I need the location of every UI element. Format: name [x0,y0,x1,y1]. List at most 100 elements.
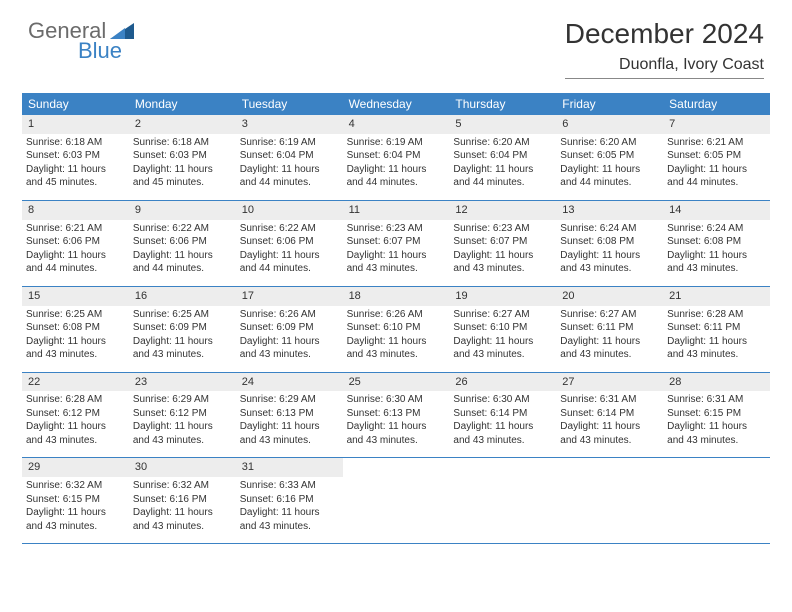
calendar-weeks: 1Sunrise: 6:18 AMSunset: 6:03 PMDaylight… [22,115,770,544]
sunset-text: Sunset: 6:14 PM [560,407,659,421]
sunrise-text: Sunrise: 6:31 AM [667,393,766,407]
daylight-text-1: Daylight: 11 hours [667,420,766,434]
day-header-friday: Friday [556,93,663,115]
day-number: 16 [129,287,236,306]
daylight-text-1: Daylight: 11 hours [453,249,552,263]
daylight-text-2: and 43 minutes. [667,434,766,448]
day-number: 4 [343,115,450,134]
daylight-text-2: and 43 minutes. [453,348,552,362]
daylight-text-2: and 43 minutes. [26,434,125,448]
day-cell: 8Sunrise: 6:21 AMSunset: 6:06 PMDaylight… [22,201,129,286]
sunrise-text: Sunrise: 6:29 AM [133,393,232,407]
sunset-text: Sunset: 6:03 PM [133,149,232,163]
day-header-sunday: Sunday [22,93,129,115]
day-number: 30 [129,458,236,477]
sunrise-text: Sunrise: 6:26 AM [240,308,339,322]
sunrise-text: Sunrise: 6:23 AM [347,222,446,236]
daylight-text-2: and 43 minutes. [133,348,232,362]
sunrise-text: Sunrise: 6:22 AM [240,222,339,236]
daylight-text-1: Daylight: 11 hours [26,506,125,520]
sunset-text: Sunset: 6:16 PM [240,493,339,507]
day-number: 24 [236,373,343,392]
day-header-wednesday: Wednesday [343,93,450,115]
month-title: December 2024 [565,18,764,50]
sunset-text: Sunset: 6:04 PM [453,149,552,163]
day-number: 26 [449,373,556,392]
daylight-text-2: and 44 minutes. [26,262,125,276]
day-number: 13 [556,201,663,220]
daylight-text-2: and 45 minutes. [26,176,125,190]
daylight-text-2: and 44 minutes. [560,176,659,190]
day-cell: 2Sunrise: 6:18 AMSunset: 6:03 PMDaylight… [129,115,236,200]
daylight-text-1: Daylight: 11 hours [667,335,766,349]
day-number: 19 [449,287,556,306]
daylight-text-1: Daylight: 11 hours [560,249,659,263]
day-cell: 29Sunrise: 6:32 AMSunset: 6:15 PMDayligh… [22,458,129,543]
day-cell: 16Sunrise: 6:25 AMSunset: 6:09 PMDayligh… [129,287,236,372]
week-row: 15Sunrise: 6:25 AMSunset: 6:08 PMDayligh… [22,287,770,373]
day-number: 7 [663,115,770,134]
sunrise-text: Sunrise: 6:28 AM [667,308,766,322]
day-header-row: Sunday Monday Tuesday Wednesday Thursday… [22,93,770,115]
day-number: 6 [556,115,663,134]
daylight-text-2: and 43 minutes. [347,262,446,276]
daylight-text-1: Daylight: 11 hours [240,163,339,177]
daylight-text-2: and 43 minutes. [240,434,339,448]
day-cell: 9Sunrise: 6:22 AMSunset: 6:06 PMDaylight… [129,201,236,286]
sunset-text: Sunset: 6:06 PM [26,235,125,249]
day-cell: 22Sunrise: 6:28 AMSunset: 6:12 PMDayligh… [22,373,129,458]
sunset-text: Sunset: 6:16 PM [133,493,232,507]
daylight-text-1: Daylight: 11 hours [667,249,766,263]
daylight-text-1: Daylight: 11 hours [453,163,552,177]
daylight-text-1: Daylight: 11 hours [667,163,766,177]
sunset-text: Sunset: 6:11 PM [560,321,659,335]
day-cell: 17Sunrise: 6:26 AMSunset: 6:09 PMDayligh… [236,287,343,372]
sunset-text: Sunset: 6:04 PM [347,149,446,163]
day-number: 28 [663,373,770,392]
day-number: 23 [129,373,236,392]
sunset-text: Sunset: 6:03 PM [26,149,125,163]
sunrise-text: Sunrise: 6:26 AM [347,308,446,322]
daylight-text-2: and 45 minutes. [133,176,232,190]
daylight-text-1: Daylight: 11 hours [240,506,339,520]
daylight-text-1: Daylight: 11 hours [133,506,232,520]
sunrise-text: Sunrise: 6:20 AM [560,136,659,150]
day-number: 2 [129,115,236,134]
day-cell: 25Sunrise: 6:30 AMSunset: 6:13 PMDayligh… [343,373,450,458]
sunrise-text: Sunrise: 6:30 AM [453,393,552,407]
sunset-text: Sunset: 6:08 PM [560,235,659,249]
sunset-text: Sunset: 6:13 PM [347,407,446,421]
sunrise-text: Sunrise: 6:28 AM [26,393,125,407]
sunrise-text: Sunrise: 6:27 AM [560,308,659,322]
daylight-text-2: and 43 minutes. [453,434,552,448]
sunset-text: Sunset: 6:09 PM [133,321,232,335]
daylight-text-2: and 44 minutes. [240,262,339,276]
daylight-text-1: Daylight: 11 hours [560,335,659,349]
day-cell [449,458,556,543]
daylight-text-1: Daylight: 11 hours [240,249,339,263]
sunset-text: Sunset: 6:13 PM [240,407,339,421]
day-cell: 12Sunrise: 6:23 AMSunset: 6:07 PMDayligh… [449,201,556,286]
daylight-text-1: Daylight: 11 hours [560,163,659,177]
sunset-text: Sunset: 6:10 PM [453,321,552,335]
daylight-text-2: and 44 minutes. [240,176,339,190]
sunrise-text: Sunrise: 6:32 AM [133,479,232,493]
sunrise-text: Sunrise: 6:22 AM [133,222,232,236]
daylight-text-2: and 43 minutes. [560,348,659,362]
sunrise-text: Sunrise: 6:25 AM [133,308,232,322]
daylight-text-2: and 44 minutes. [347,176,446,190]
day-number: 14 [663,201,770,220]
day-header-thursday: Thursday [449,93,556,115]
daylight-text-1: Daylight: 11 hours [26,335,125,349]
sunset-text: Sunset: 6:09 PM [240,321,339,335]
daylight-text-2: and 43 minutes. [133,520,232,534]
day-cell: 27Sunrise: 6:31 AMSunset: 6:14 PMDayligh… [556,373,663,458]
daylight-text-1: Daylight: 11 hours [133,249,232,263]
sunset-text: Sunset: 6:05 PM [560,149,659,163]
daylight-text-2: and 43 minutes. [560,262,659,276]
day-number: 29 [22,458,129,477]
day-cell: 24Sunrise: 6:29 AMSunset: 6:13 PMDayligh… [236,373,343,458]
sunrise-text: Sunrise: 6:29 AM [240,393,339,407]
sunrise-text: Sunrise: 6:32 AM [26,479,125,493]
header: GeneralBlue December 2024 Duonfla, Ivory… [0,0,792,79]
